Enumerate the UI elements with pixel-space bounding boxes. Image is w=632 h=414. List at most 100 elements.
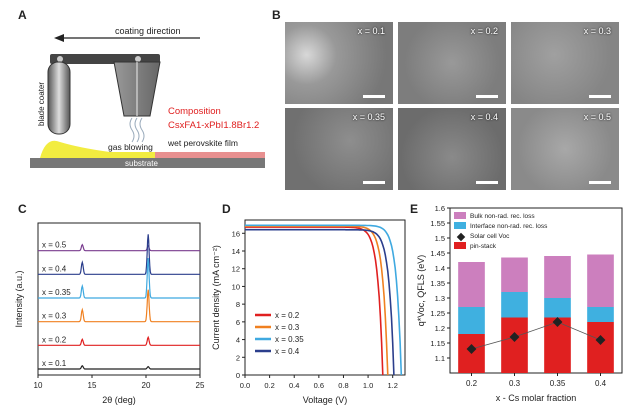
sem-label-2: x = 0.2 [470, 26, 498, 36]
legend-swatch [454, 242, 466, 249]
plot-frame [449, 207, 623, 374]
y-tick-label: 1.55 [430, 219, 445, 228]
legend-label: x = 0.4 [275, 347, 300, 356]
xrd-line [38, 335, 200, 346]
x-tick-label: 0.4 [289, 381, 299, 390]
x-axis-title: Voltage (V) [303, 395, 348, 405]
y-tick-label: 1.1 [435, 354, 445, 363]
legend-marker [456, 232, 466, 242]
bar-interface-loss [587, 307, 614, 322]
voc-line [471, 321, 601, 350]
x-tick-label: 0.8 [338, 381, 348, 390]
y-tick-label: 1.2 [435, 324, 445, 333]
sem-label-1: x = 0.1 [357, 26, 385, 36]
panel-a-schematic: coating direction blade coater gas blowi… [30, 26, 265, 168]
x-tick-label: 0.3 [509, 379, 521, 388]
x-tick-label: 0.2 [264, 381, 274, 390]
sem-image-6: x = 0.5 [511, 108, 619, 190]
legend-swatch [454, 222, 466, 229]
bar-bulk-loss [501, 257, 528, 292]
x-tick-label: 1.2 [387, 381, 397, 390]
legend-label: x = 0.2 [275, 311, 300, 320]
bar-interface-loss [501, 292, 528, 318]
y-tick-label: 1.25 [430, 309, 445, 318]
legend-label: x = 0.35 [275, 335, 304, 344]
xrd-line [38, 289, 200, 323]
x-tick-label: 15 [88, 381, 97, 390]
composition-formula: CsxFA1-xPbI1.8Br1.2 [168, 120, 259, 131]
blade-coater [47, 61, 71, 135]
xrd-line [38, 257, 200, 299]
x-tick-label: 0.2 [466, 379, 478, 388]
x-tick-label: 1.0 [363, 381, 373, 390]
bar-interface-loss [544, 298, 571, 318]
sem-label-5: x = 0.4 [470, 112, 498, 122]
legend-label: Interface non-rad. rec. loss [470, 223, 548, 230]
bar-pin-stack [501, 317, 528, 373]
sem-label-4: x = 0.35 [352, 112, 385, 122]
legend-label: Bulk non-rad. rec. loss [470, 213, 535, 220]
composition-title: Composition [168, 106, 221, 117]
sem-image-5: x = 0.4 [398, 108, 506, 190]
jv-curve [245, 226, 384, 376]
voc-marker [552, 317, 563, 327]
voc-bar-chart: 1.1 1.15 1.2 1.25 1.3 1.35 1.4 1.45 1.5 1.55 1.6 x … [416, 204, 623, 403]
x-axis-title: x - Cs molar fraction [496, 393, 577, 403]
xrd-chart: 10 15 20 25 2θ (deg) Intensity (a.u.) x = 0.5 x… [14, 222, 205, 405]
xrd-line [38, 364, 200, 370]
sem-label-6: x = 0.5 [583, 112, 611, 122]
y-tick-label: 6 [236, 318, 240, 327]
x-tick-label: 0.35 [550, 379, 566, 388]
panel-c-label: C [18, 202, 27, 216]
y-tick-label: 8 [236, 300, 240, 309]
coating-direction-label: coating direction [115, 26, 181, 36]
sem-grid: x = 0.1 x = 0.2 x = 0.3 x = 0.35 x = 0.4… [285, 22, 625, 192]
series-label: x = 0.5 [42, 241, 67, 250]
x-tick-label: 10 [34, 381, 43, 390]
x-tick-label: 0.0 [240, 381, 250, 390]
xrd-line [38, 234, 200, 275]
y-tick-label: 1.6 [435, 204, 445, 213]
y-tick-label: 1.15 [430, 339, 445, 348]
jv-curve [245, 224, 403, 376]
scale-bar [476, 95, 498, 98]
y-tick-label: 14 [232, 247, 240, 256]
scale-bar [589, 181, 611, 184]
y-tick-label: 10 [232, 282, 240, 291]
y-axis-title: q*Voc, QFLS (eV) [416, 255, 426, 327]
scale-bar [363, 95, 385, 98]
voc-marker [595, 335, 606, 345]
xrd-line [38, 243, 200, 252]
scale-bar [476, 181, 498, 184]
wet-film-label: wet perovskite film [167, 138, 238, 148]
x-tick-label: 0.4 [595, 379, 607, 388]
gas-blowing-label: gas blowing [108, 142, 153, 152]
bar-interface-loss [458, 307, 485, 334]
sem-image-4: x = 0.35 [285, 108, 393, 190]
jv-curve [245, 225, 389, 376]
bar-pin-stack [587, 322, 614, 373]
series-label: x = 0.3 [42, 312, 67, 321]
jv-chart: 0.0 0.2 0.4 0.6 0.8 1.0 1.2 0 2 4 6 8 10 12 14 16 Voltag… [211, 219, 406, 405]
x-tick-label: 20 [142, 381, 151, 390]
y-tick-label: 12 [232, 265, 240, 274]
y-tick-label: 4 [236, 336, 240, 345]
scale-bar [589, 95, 611, 98]
x-tick-label: 25 [196, 381, 205, 390]
sem-image-3: x = 0.3 [511, 22, 619, 104]
legend-label: x = 0.3 [275, 323, 300, 332]
bar-bulk-loss [458, 262, 485, 307]
series-label: x = 0.2 [42, 335, 67, 344]
scale-bar [363, 181, 385, 184]
y-tick-label: 1.4 [435, 264, 445, 273]
y-tick-label: 1.5 [435, 234, 445, 243]
y-tick-label: 1.45 [430, 249, 445, 258]
series-label: x = 0.4 [42, 264, 67, 273]
legend-swatch [454, 212, 466, 219]
jv-curve [245, 228, 395, 376]
bar-bulk-loss [587, 254, 614, 307]
substrate [30, 158, 265, 168]
x-tick-label: 0.6 [314, 381, 324, 390]
legend-label: Solar cell Voc [470, 233, 510, 240]
substrate-label: substrate [125, 159, 158, 168]
